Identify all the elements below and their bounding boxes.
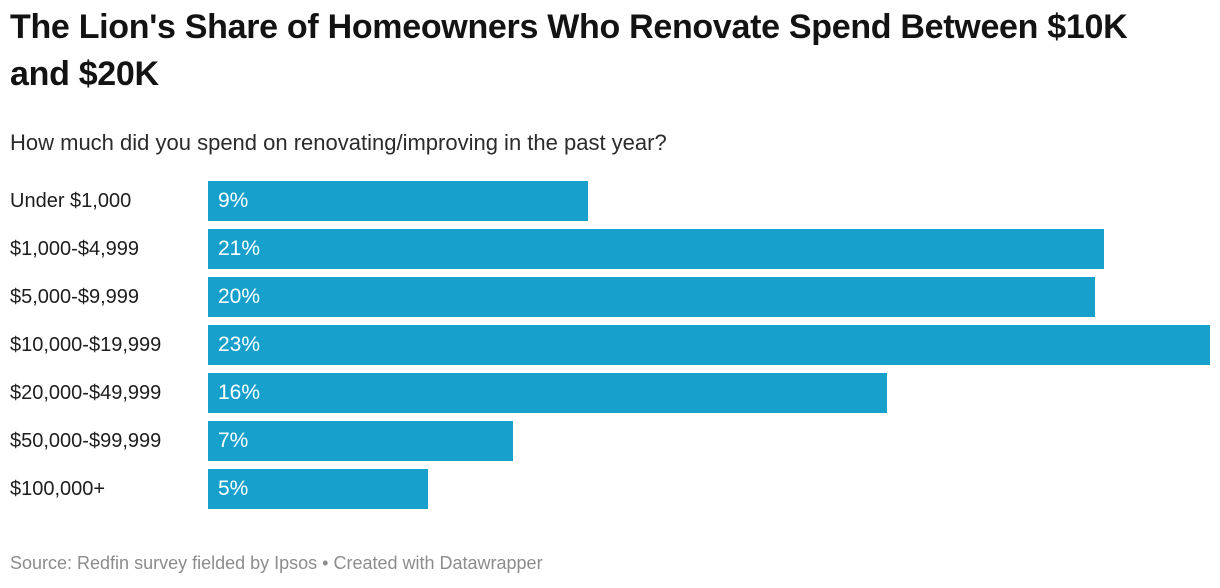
value-label: 23% bbox=[218, 333, 261, 356]
bar: 7% bbox=[208, 421, 513, 461]
category-label: $100,000+ bbox=[10, 477, 106, 500]
bar: 16% bbox=[208, 373, 887, 413]
value-label: 9% bbox=[218, 189, 249, 212]
chart-title: The Lion's Share of Homeowners Who Renov… bbox=[10, 8, 1128, 93]
chart-row: $5,000-$9,999 20% bbox=[10, 273, 1210, 321]
bar-track: 21% bbox=[208, 229, 1210, 269]
bar-chart: Under $1,000 9% $1,000-$4,999 21% $5,000… bbox=[10, 177, 1210, 513]
bar: 9% bbox=[208, 181, 588, 221]
bar-track: 16% bbox=[208, 373, 1210, 413]
category-label: $20,000-$49,999 bbox=[10, 381, 162, 404]
bar: 5% bbox=[208, 469, 429, 509]
bar: 20% bbox=[208, 277, 1095, 317]
category-label: $10,000-$19,999 bbox=[10, 333, 162, 356]
category-label: $1,000-$4,999 bbox=[10, 237, 140, 260]
bar: 21% bbox=[208, 229, 1104, 269]
chart-row: $1,000-$4,999 21% bbox=[10, 225, 1210, 273]
value-label: 20% bbox=[218, 285, 261, 308]
bar: 23% bbox=[208, 325, 1210, 365]
bar-track: 5% bbox=[208, 469, 1210, 509]
value-label: 5% bbox=[218, 477, 249, 500]
category-label: $5,000-$9,999 bbox=[10, 285, 140, 308]
bar-track: 23% bbox=[208, 325, 1210, 365]
chart-row: $20,000-$49,999 16% bbox=[10, 369, 1210, 417]
value-label: 7% bbox=[218, 429, 249, 452]
chart-row: Under $1,000 9% bbox=[10, 177, 1210, 225]
chart-row: $10,000-$19,999 23% bbox=[10, 321, 1210, 369]
category-label: Under $1,000 bbox=[10, 189, 132, 212]
value-label: 21% bbox=[218, 237, 261, 260]
bar-track: 20% bbox=[208, 277, 1210, 317]
chart-row: $100,000+ 5% bbox=[10, 465, 1210, 513]
bar-track: 9% bbox=[208, 181, 1210, 221]
value-label: 16% bbox=[218, 381, 261, 404]
source-note: Source: Redfin survey fielded by Ipsos •… bbox=[10, 553, 543, 573]
chart-row: $50,000-$99,999 7% bbox=[10, 417, 1210, 465]
chart-subtitle: How much did you spend on renovating/imp… bbox=[10, 130, 667, 155]
bar-track: 7% bbox=[208, 421, 1210, 461]
category-label: $50,000-$99,999 bbox=[10, 429, 162, 452]
